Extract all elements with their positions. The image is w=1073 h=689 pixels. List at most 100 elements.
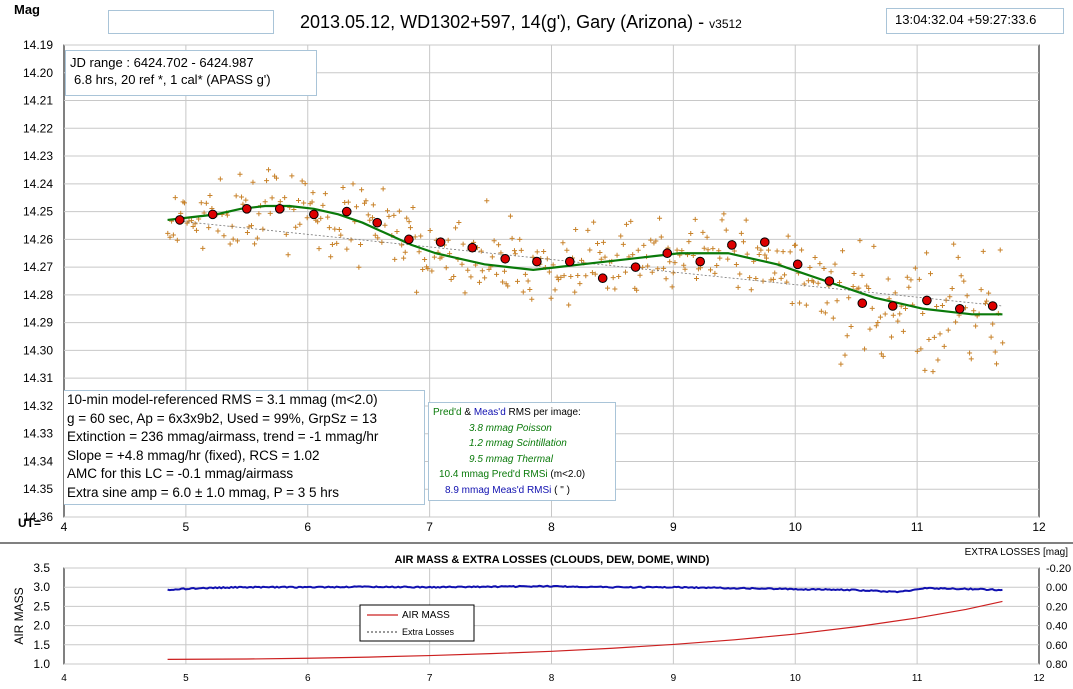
scatter-point: [784, 279, 790, 285]
scatter-point: [254, 235, 260, 241]
scatter-point: [670, 270, 676, 276]
scatter-point: [301, 200, 307, 206]
scatter-point: [770, 276, 776, 282]
scatter-point: [930, 369, 936, 375]
scatter-point: [239, 194, 245, 200]
scatter-point: [267, 210, 273, 216]
air-y-tick-label: 2.0: [33, 619, 50, 633]
scatter-point: [747, 275, 753, 281]
scatter-point: [182, 200, 188, 206]
scatter-point: [818, 308, 824, 314]
scatter-point: [906, 284, 912, 290]
ref-stars: 6.8 hrs, 20 ref *, 1 cal* (APASS g'): [74, 72, 271, 87]
binned-point: [207, 209, 218, 220]
scatter-point: [250, 179, 256, 185]
scatter-point: [992, 349, 998, 355]
chart-title: 2013.05.12, WD1302+597, 14(g'), Gary (Ar…: [300, 12, 742, 32]
scatter-point: [367, 217, 373, 223]
scatter-point: [634, 287, 640, 293]
scatter-point: [350, 181, 356, 187]
scatter-point: [856, 285, 862, 291]
rms-scintillation: 1.2 mmag Scintillation: [469, 438, 567, 449]
y-tick-label: 14.31: [23, 371, 53, 385]
scatter-point: [912, 265, 918, 271]
slope-line: Slope = +4.8 mmag/hr (fixed), RCS = 1.02: [67, 447, 320, 463]
scatter-point: [873, 323, 879, 329]
scatter-point: [412, 234, 418, 240]
scatter-point: [821, 265, 827, 271]
scatter-point: [217, 176, 223, 182]
scatter-point: [658, 234, 664, 240]
scatter-point: [598, 256, 604, 262]
y-tick-label: 14.24: [23, 177, 53, 191]
scatter-point: [243, 197, 249, 203]
scatter-point: [890, 312, 896, 318]
binned-point: [662, 248, 673, 259]
scatter-point: [478, 248, 484, 254]
scatter-point: [763, 255, 769, 261]
air-y2-tick-label: 0.80: [1046, 659, 1067, 671]
scatter-point: [997, 247, 1003, 253]
scatter-point: [451, 273, 457, 279]
scatter-point: [928, 271, 934, 277]
scatter-point: [344, 246, 350, 252]
scatter-point: [568, 273, 574, 279]
scatter-point: [585, 227, 591, 233]
binned-point: [564, 256, 575, 267]
scatter-point: [848, 324, 854, 330]
scatter-point: [558, 274, 564, 280]
scatter-point: [857, 238, 863, 244]
scatter-point: [622, 269, 628, 275]
scatter-point: [496, 242, 502, 248]
scatter-point: [851, 270, 857, 276]
scatter-point: [522, 271, 528, 277]
air-y-tick-label: 3.0: [33, 580, 50, 594]
scatter-point: [328, 254, 334, 260]
scatter-point: [756, 252, 762, 258]
scatter-point: [782, 272, 788, 278]
scatter-point: [688, 230, 694, 236]
air-y-label: AIR MASS: [12, 587, 26, 644]
scatter-point: [834, 298, 840, 304]
scatter-point: [345, 199, 351, 205]
scatter-point: [945, 327, 951, 333]
scatter-point: [486, 266, 492, 272]
y-tick-label: 14.34: [23, 454, 53, 468]
scatter-point: [869, 305, 875, 311]
air-y2-ticks: -0.20 0.00 0.20 0.40 0.60 0.80: [1046, 563, 1071, 671]
scatter-point: [577, 281, 583, 287]
scatter-point: [616, 274, 622, 280]
scatter-point: [386, 213, 392, 219]
air-x-ticks: 4 5 6 7 8 9 10 11 12: [61, 673, 1045, 684]
scatter-point: [221, 233, 227, 239]
binned-point: [467, 242, 478, 253]
scatter-point: [612, 286, 618, 292]
scatter-point: [479, 268, 485, 274]
scatter-point: [310, 190, 316, 196]
scatter-point: [380, 186, 386, 192]
scatter-point: [862, 346, 868, 352]
air-grid: [64, 567, 1039, 665]
scatter-point: [447, 251, 453, 257]
scatter-point: [384, 208, 390, 214]
scatter-point: [302, 181, 308, 187]
scatter-point: [494, 271, 500, 277]
scatter-point: [667, 259, 673, 265]
scatter-point: [743, 217, 749, 223]
scatter-point: [329, 241, 335, 247]
air-y-ticks: 1.0 1.5 2.0 2.5 3.0 3.5: [33, 561, 50, 671]
scatter-point: [871, 243, 877, 249]
scatter-point: [672, 260, 678, 266]
scatter-point: [803, 302, 809, 308]
scatter-point: [755, 245, 761, 251]
air-y-tick-label: 3.5: [33, 561, 50, 575]
x-tick-label: 10: [789, 520, 803, 534]
scatter-point: [595, 240, 601, 246]
binned-point: [174, 215, 185, 225]
scatter-point: [404, 215, 410, 221]
scatter-point: [266, 167, 272, 173]
scatter-point: [491, 238, 497, 244]
scatter-point: [674, 247, 680, 253]
scatter-point: [431, 254, 437, 260]
scatter-point: [900, 328, 906, 334]
